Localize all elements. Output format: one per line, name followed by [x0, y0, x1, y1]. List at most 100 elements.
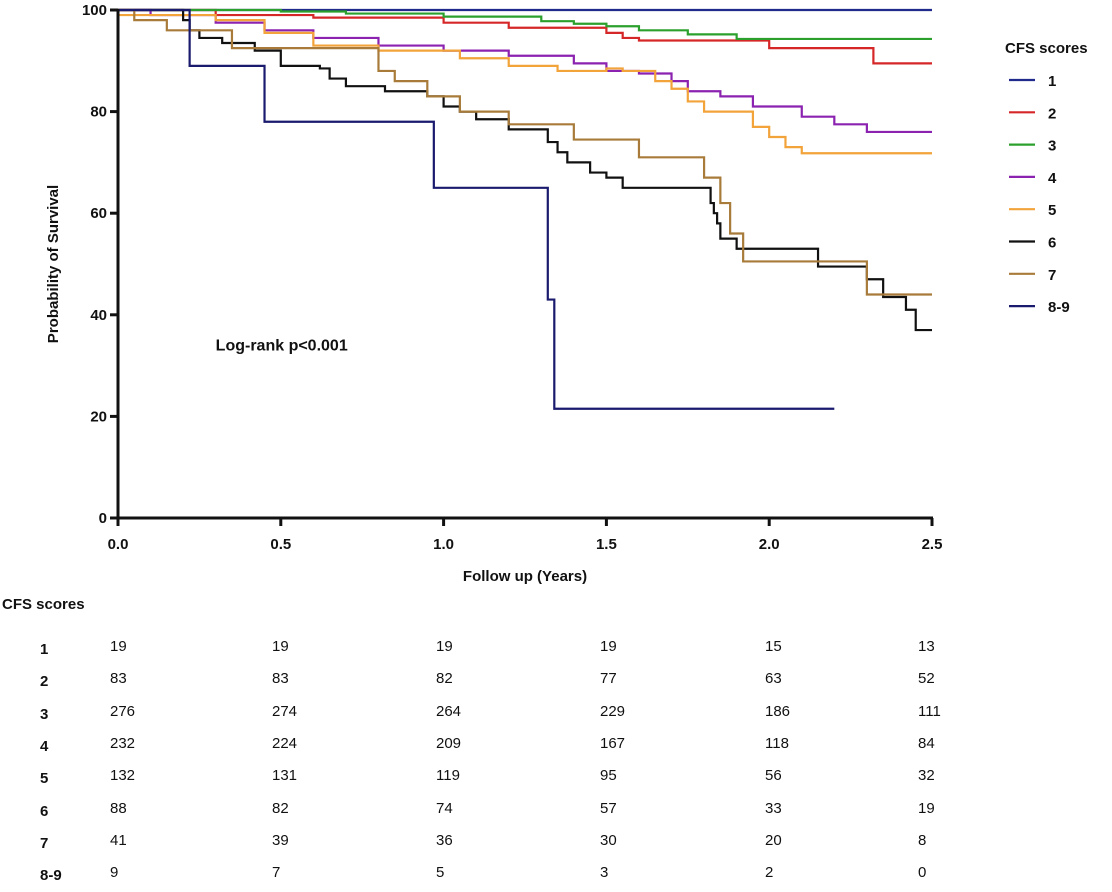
- risk-cell: 118: [765, 734, 789, 752]
- series-line-cfs-8-9: [118, 8, 835, 410]
- risk-row-label: 1: [40, 641, 49, 658]
- risk-row-label: 3: [40, 705, 49, 723]
- risk-cell: 83: [110, 670, 127, 688]
- log-rank-annotation: Log-rank p<0.001: [216, 337, 348, 354]
- y-tick-label: 40: [90, 307, 107, 324]
- risk-cell: 39: [272, 831, 289, 849]
- legend-label-cfs-6: 6: [1048, 235, 1056, 252]
- y-tick-label: 20: [90, 408, 107, 425]
- risk-row-cfs-1: 1 19 19 19 19 15 13: [0, 638, 1000, 660]
- risk-cell: 276: [110, 702, 136, 720]
- km-chart: 0 20 40 60 80 100 0.0 0.5 1.0 1.5 2.0 2.5 Probabil…: [45, 2, 1088, 585]
- legend-label-cfs-7: 7: [1048, 267, 1056, 284]
- risk-row-cfs-6: 6 88 82 74 57 33 19: [0, 800, 1000, 822]
- risk-cell: 83: [272, 670, 289, 688]
- legend-label-cfs-1: 1: [1048, 73, 1056, 90]
- risk-row-cfs-8-9: 8-9 9 7 5 3 2 0: [0, 864, 1000, 886]
- risk-cell: 167: [600, 734, 626, 752]
- risk-cell: 63: [765, 670, 782, 688]
- risk-cell: 0: [918, 864, 927, 882]
- risk-cell: 224: [272, 734, 298, 752]
- risk-cell: 232: [110, 734, 136, 752]
- x-tick-label: 0.0: [108, 536, 129, 553]
- series-layer: [118, 8, 932, 410]
- risk-cell: 56: [765, 767, 782, 785]
- risk-cell: 5: [436, 864, 445, 882]
- y-ticks: 0 20 40 60 80 100: [82, 2, 118, 527]
- series-line-cfs-3: [118, 8, 932, 41]
- y-tick-label: 100: [82, 2, 107, 19]
- risk-cell: 264: [436, 702, 462, 720]
- risk-cell: 33: [765, 799, 782, 817]
- series-line-cfs-5: [118, 13, 932, 155]
- risk-row-label: 7: [40, 834, 49, 852]
- risk-cell: 274: [272, 702, 298, 720]
- y-axis-title: Probability of Survival: [45, 185, 62, 343]
- x-tick-label: 1.0: [433, 536, 454, 553]
- risk-cell: 82: [272, 799, 289, 817]
- risk-cell: 32: [918, 767, 935, 785]
- risk-cell: 30: [600, 831, 617, 849]
- x-tick-label: 0.5: [270, 536, 291, 553]
- series-line-cfs-2: [118, 8, 932, 65]
- risk-cell: 19: [918, 799, 935, 817]
- risk-cell: 19: [272, 638, 289, 655]
- risk-cell: 8: [918, 831, 927, 849]
- risk-row-cfs-4: 4 232 224 209 167 118 84: [0, 735, 1000, 757]
- legend-label-cfs-2: 2: [1048, 105, 1056, 122]
- x-tick-label: 2.5: [922, 536, 943, 553]
- risk-row-label: 5: [40, 770, 49, 788]
- risk-row-cfs-2: 2 83 83 82 77 63 52: [0, 670, 1000, 692]
- risk-cell: 19: [600, 638, 617, 655]
- risk-cell: 19: [436, 638, 453, 655]
- risk-cell: 20: [765, 831, 782, 849]
- risk-row-label: 8-9: [40, 867, 62, 885]
- legend-label-cfs-3: 3: [1048, 138, 1056, 155]
- risk-cell: 9: [110, 864, 119, 882]
- risk-row-cfs-5: 5 132 131 119 95 56 32: [0, 767, 1000, 789]
- series-line-cfs-6: [118, 8, 932, 332]
- y-tick-label: 60: [90, 205, 107, 222]
- risk-table-title: CFS scores: [2, 596, 85, 613]
- risk-cell: 209: [436, 734, 462, 752]
- x-ticks: 0.0 0.5 1.0 1.5 2.0 2.5: [108, 518, 943, 553]
- risk-cell: 84: [918, 734, 935, 752]
- series-line-cfs-7: [118, 8, 932, 296]
- risk-cell: 74: [436, 799, 453, 817]
- risk-cell: 41: [110, 831, 127, 849]
- x-axis-title: Follow up (Years): [463, 568, 587, 585]
- risk-cell: 229: [600, 702, 626, 720]
- risk-cell: 13: [918, 638, 935, 655]
- legend: CFS scores 1 2 3 4 5 6 7 8-9: [1005, 40, 1088, 316]
- risk-cell: 132: [110, 767, 136, 785]
- risk-cell: 88: [110, 799, 127, 817]
- risk-row-label: 6: [40, 802, 49, 820]
- risk-cell: 3: [600, 864, 609, 882]
- x-tick-label: 1.5: [596, 536, 617, 553]
- legend-label-cfs-5: 5: [1048, 202, 1056, 219]
- risk-cell: 111: [918, 702, 941, 720]
- x-tick-label: 2.0: [759, 536, 780, 553]
- risk-cell: 15: [765, 638, 782, 655]
- legend-label-cfs-8-9: 8-9: [1048, 299, 1070, 316]
- risk-row-cfs-3: 3 276 274 264 229 186 111: [0, 703, 1000, 725]
- risk-cell: 82: [436, 670, 453, 688]
- y-tick-label: 0: [99, 510, 107, 527]
- risk-cell: 119: [436, 767, 460, 785]
- risk-row-label: 4: [40, 737, 49, 755]
- risk-row-label: 2: [40, 673, 49, 691]
- risk-cell: 77: [600, 670, 617, 688]
- risk-row-cfs-7: 7 41 39 36 30 20 8: [0, 832, 1000, 854]
- y-tick-label: 80: [90, 104, 107, 121]
- legend-title: CFS scores: [1005, 40, 1088, 57]
- risk-cell: 36: [436, 831, 453, 849]
- risk-cell: 131: [272, 767, 298, 785]
- risk-cell: 2: [765, 864, 774, 882]
- risk-cell: 19: [110, 638, 127, 655]
- risk-cell: 95: [600, 767, 617, 785]
- risk-cell: 7: [272, 864, 281, 882]
- risk-cell: 57: [600, 799, 617, 817]
- risk-cell: 186: [765, 702, 791, 720]
- risk-cell: 52: [918, 670, 935, 688]
- legend-label-cfs-4: 4: [1048, 170, 1057, 187]
